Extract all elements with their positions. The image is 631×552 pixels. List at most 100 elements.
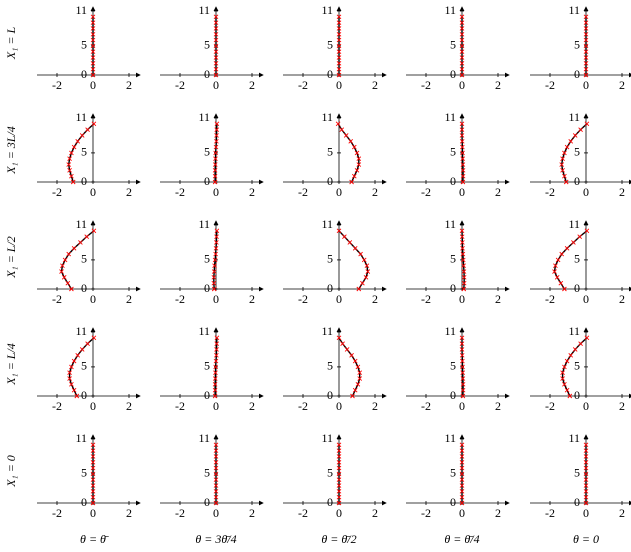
marker	[583, 477, 589, 483]
marker	[354, 168, 360, 173]
x-tick-label: 0	[459, 185, 465, 199]
marker	[213, 370, 218, 376]
marker	[90, 448, 96, 453]
x-tick-label: -2	[545, 399, 555, 413]
y-tick-label: 0	[327, 67, 333, 81]
marker	[336, 49, 342, 55]
marker	[583, 61, 589, 66]
x-tick-label: 0	[90, 292, 96, 306]
curve	[60, 230, 95, 290]
y-tick-label: 11	[444, 217, 456, 231]
column-label: θ = θ̄/4	[444, 532, 479, 546]
x-tick-label: -2	[421, 506, 431, 520]
column-label: θ = θ̄/2	[321, 532, 356, 546]
marker	[90, 483, 96, 488]
y-tick-label: 11	[321, 110, 333, 124]
y-tick-label: 0	[204, 174, 210, 188]
y-tick-label: 5	[450, 252, 456, 266]
y-tick-label: 11	[198, 110, 210, 124]
x-tick-label: 2	[619, 78, 625, 92]
marker	[84, 234, 90, 239]
marker	[460, 173, 466, 179]
y-tick-label: 5	[204, 145, 210, 159]
x-tick-label: 0	[583, 399, 589, 413]
x-tick-label: 2	[495, 292, 501, 306]
x-tick-label: -2	[175, 292, 185, 306]
x-tick-label: 2	[249, 292, 255, 306]
x-tick-label: 2	[495, 399, 501, 413]
marker	[212, 179, 218, 185]
marker	[213, 494, 219, 500]
x-tick-label: -2	[175, 399, 185, 413]
marker	[351, 173, 357, 179]
marker	[363, 275, 369, 280]
marker	[560, 168, 565, 173]
marker	[66, 251, 72, 257]
marker	[71, 144, 77, 150]
x-tick-label: 0	[213, 292, 219, 306]
marker	[348, 138, 354, 144]
marker	[214, 335, 220, 341]
marker	[559, 162, 565, 167]
marker	[583, 442, 589, 448]
marker	[572, 347, 578, 352]
y-tick-label: 11	[198, 431, 210, 445]
x-tick-label: -2	[421, 185, 431, 199]
y-tick-label: 5	[327, 38, 333, 52]
marker	[69, 286, 74, 292]
marker	[90, 477, 96, 483]
y-tick-label: 0	[81, 281, 87, 295]
marker	[336, 483, 342, 488]
x-tick-label: 2	[619, 185, 625, 199]
curve	[338, 337, 361, 397]
x-tick-label: -2	[52, 78, 62, 92]
marker	[213, 251, 218, 257]
marker	[212, 162, 218, 167]
marker	[214, 240, 219, 245]
x-tick-label: 0	[459, 506, 465, 520]
column-label: θ = 0	[573, 532, 599, 546]
marker	[212, 263, 217, 269]
x-tick-label: 2	[372, 506, 378, 520]
x-tick-label: 2	[372, 399, 378, 413]
marker	[459, 55, 465, 60]
x-tick-label: -2	[52, 185, 62, 199]
marker	[336, 489, 342, 494]
marker	[461, 280, 467, 286]
marker	[555, 257, 561, 263]
marker	[583, 471, 589, 477]
marker	[214, 234, 219, 239]
marker	[90, 61, 96, 66]
y-tick-label: 11	[568, 217, 580, 231]
x-tick-label: 2	[495, 185, 501, 199]
x-tick-label: 2	[619, 292, 625, 306]
marker	[583, 37, 589, 43]
marker	[213, 448, 219, 453]
marker	[571, 240, 576, 245]
marker	[459, 341, 465, 346]
y-tick-label: 11	[321, 324, 333, 338]
marker	[459, 49, 465, 55]
y-tick-label: 11	[321, 217, 333, 231]
marker	[213, 500, 219, 506]
marker	[67, 168, 72, 173]
marker	[459, 66, 465, 72]
y-tick-label: 5	[81, 466, 87, 480]
marker	[361, 257, 367, 263]
marker	[336, 494, 342, 500]
marker	[459, 489, 465, 494]
marker	[461, 263, 466, 269]
marker	[212, 387, 218, 393]
marker	[459, 454, 465, 459]
y-tick-label: 0	[204, 495, 210, 509]
marker	[336, 228, 342, 234]
marker	[583, 72, 589, 78]
x-tick-label: 2	[126, 399, 132, 413]
y-tick-label: 11	[444, 324, 456, 338]
marker	[336, 454, 342, 459]
curve	[338, 230, 369, 290]
x-tick-label: 0	[90, 185, 96, 199]
marker	[74, 393, 80, 399]
y-tick-label: 5	[327, 145, 333, 159]
marker	[578, 341, 583, 346]
